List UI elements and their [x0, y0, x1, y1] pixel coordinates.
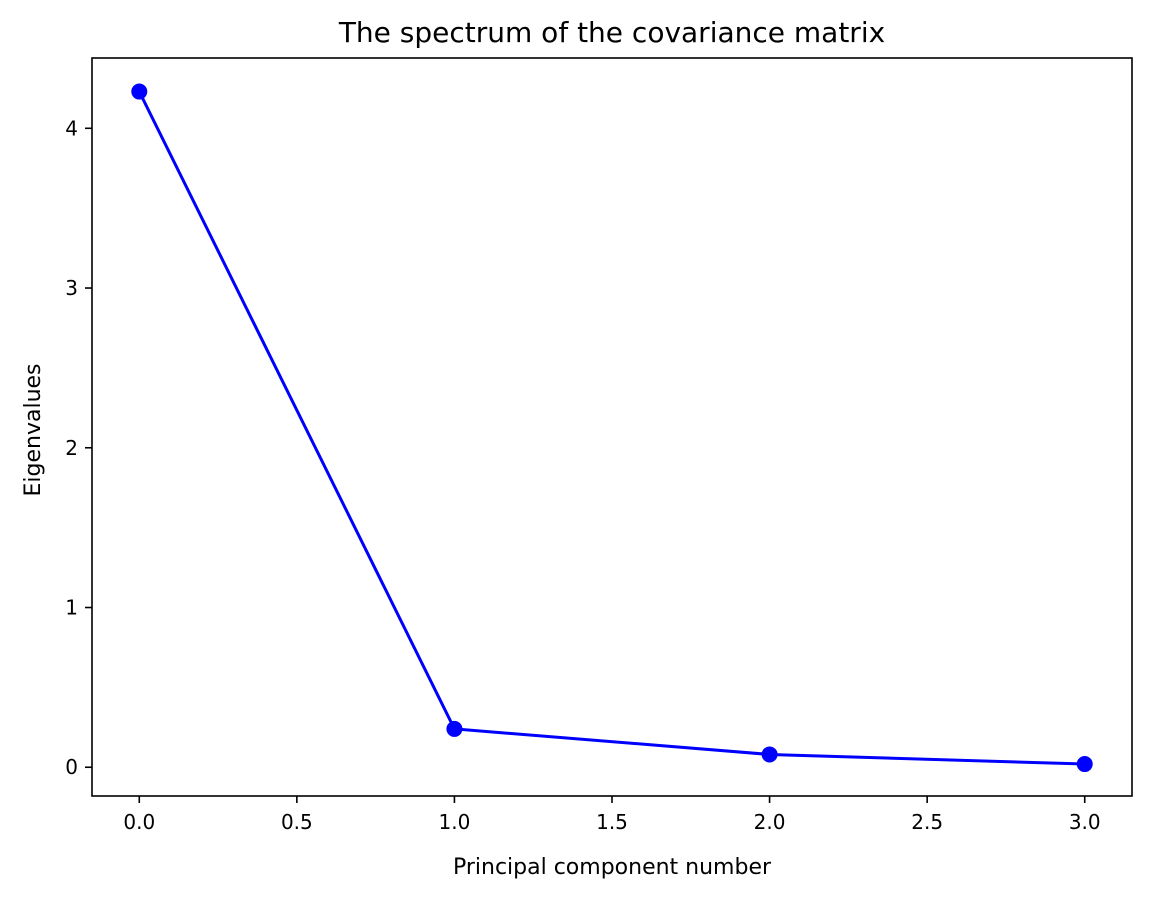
y-tick-label: 1 [65, 596, 78, 620]
x-tick-label: 0.5 [281, 810, 313, 834]
plot-area-frame [91, 57, 1133, 797]
x-axis-ticks: 0.0 0.5 1.0 1.5 2.0 2.5 3.0 [123, 796, 1101, 834]
y-tick-label: 4 [65, 116, 78, 140]
y-axis-ticks: 0 1 2 3 4 [65, 116, 92, 779]
y-axis-label: Eigenvalues [21, 363, 46, 496]
chart-title: The spectrum of the covariance matrix [338, 16, 885, 49]
series-line [137, 90, 1085, 766]
x-tick-label: 2.0 [754, 810, 786, 834]
x-tick-label: 1.0 [439, 810, 471, 834]
y-tick-label: 3 [65, 276, 78, 300]
x-axis-label: Principal component number [453, 855, 772, 880]
x-tick-label: 3.0 [1069, 810, 1101, 834]
data-point [761, 746, 778, 763]
y-tick-label: 2 [65, 436, 78, 460]
data-point [1076, 756, 1093, 773]
y-tick-label: 0 [65, 755, 78, 779]
series-layer [131, 83, 1093, 773]
x-tick-label: 1.5 [596, 810, 628, 834]
x-tick-label: 0.0 [123, 810, 155, 834]
data-point [446, 720, 463, 737]
x-tick-label: 2.5 [911, 810, 943, 834]
data-point [131, 83, 148, 100]
